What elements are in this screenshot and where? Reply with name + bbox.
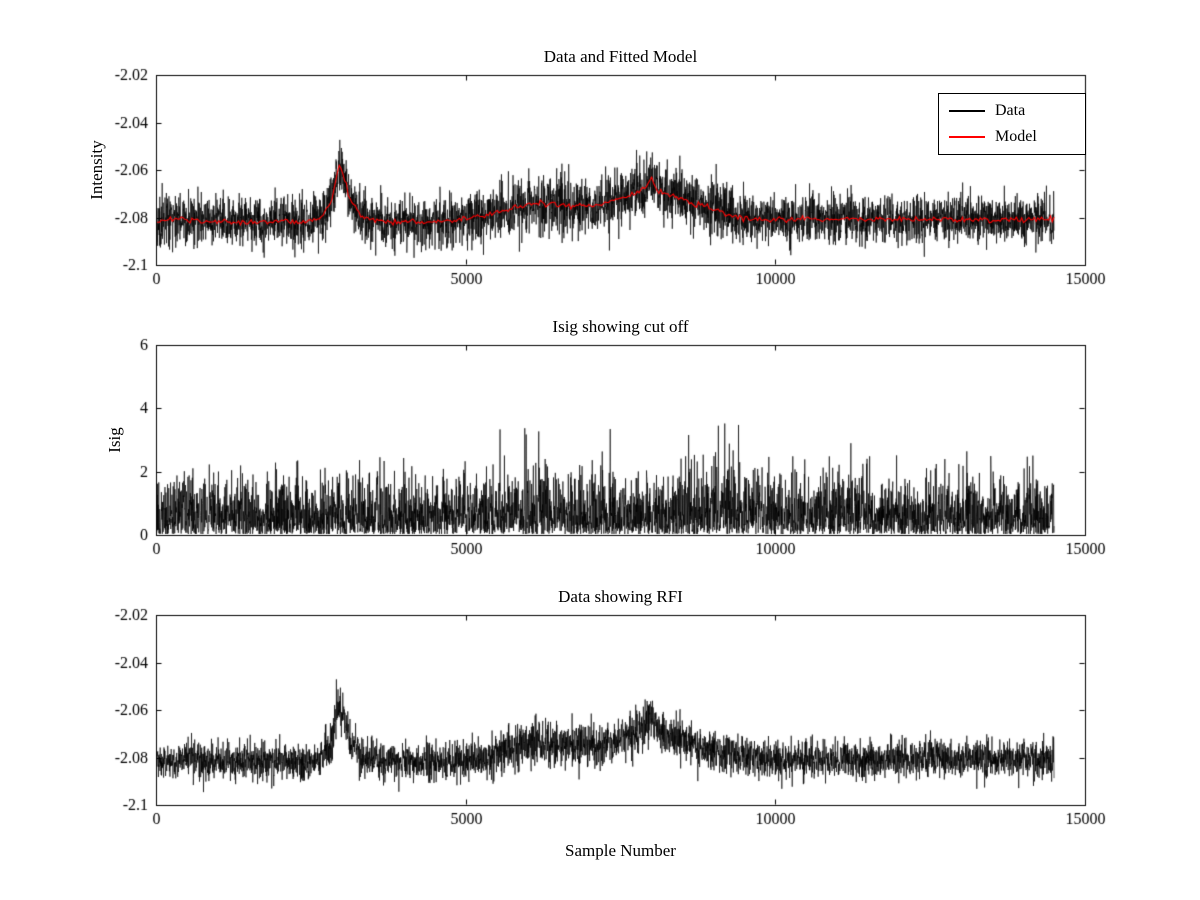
chart-title-bottom: Data showing RFI [558, 587, 683, 606]
subplot-isig-cut-off [156, 345, 1085, 535]
legend-item-model: Model [939, 128, 1085, 146]
chart-title-top: Data and Fitted Model [543, 47, 698, 66]
y-axis-label-isig: Isig [105, 427, 124, 453]
legend-item-data: Data [939, 102, 1085, 120]
data-line-swatch [949, 110, 985, 112]
subplot-data-showing-rfi [156, 615, 1085, 805]
model-line-swatch [949, 136, 985, 138]
y-axis-label-intensity: Intensity [87, 140, 106, 200]
legend-label-data: Data [995, 102, 1026, 119]
legend-box: Data Model [938, 93, 1086, 155]
x-axis-label-sample-number: Sample Number [565, 841, 676, 860]
chart-title-middle: Isig showing cut off [552, 317, 689, 336]
legend-label-model: Model [995, 128, 1037, 145]
